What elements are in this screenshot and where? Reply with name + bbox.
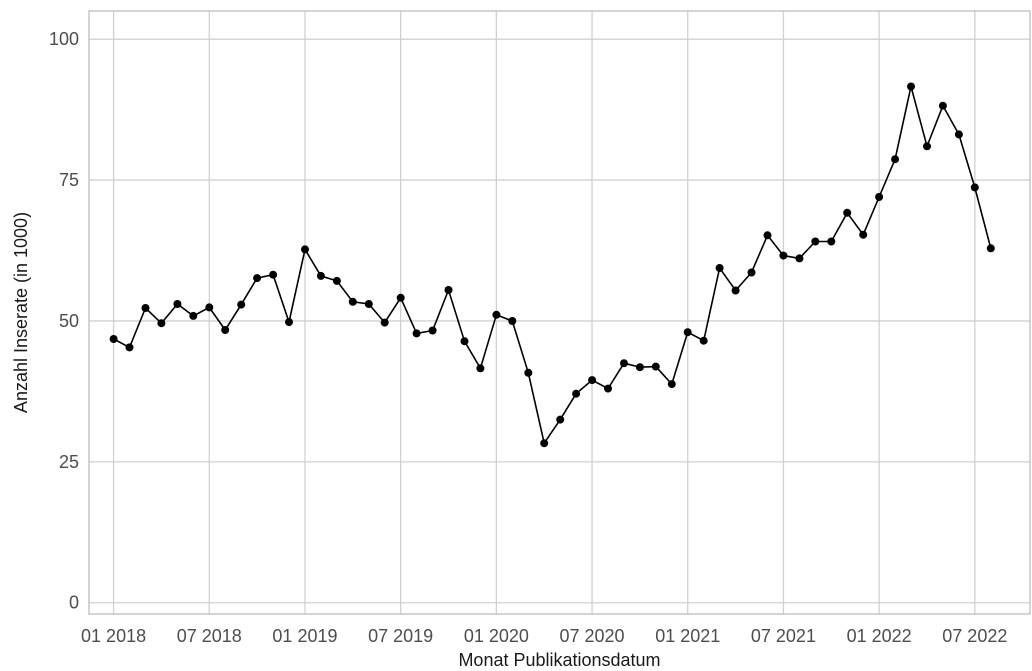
data-point [667, 380, 676, 389]
data-point [332, 276, 341, 285]
y-tick-label: 0 [69, 593, 79, 613]
data-point [731, 286, 740, 295]
x-tick-label: 07 2018 [177, 626, 242, 646]
data-point [524, 368, 533, 377]
data-point [970, 183, 979, 192]
data-point [747, 268, 756, 277]
x-tick-label: 01 2019 [272, 626, 337, 646]
y-tick-label: 50 [59, 311, 79, 331]
data-point [508, 317, 517, 325]
data-point [859, 230, 868, 239]
data-point [540, 439, 549, 448]
data-point [301, 245, 309, 254]
data-point [396, 293, 405, 302]
data-point [907, 82, 915, 91]
data-point [827, 237, 836, 246]
data-point [715, 264, 724, 272]
data-point [699, 336, 708, 345]
y-tick-label: 75 [59, 170, 79, 190]
data-point [588, 376, 597, 385]
data-points [109, 82, 995, 448]
data-point [572, 389, 581, 398]
data-point [556, 415, 565, 424]
plot-panel-border [88, 10, 1031, 615]
data-point [604, 384, 612, 393]
data-point [923, 142, 931, 151]
data-point [620, 359, 628, 368]
data-point [364, 300, 373, 308]
data-point [428, 326, 437, 335]
x-tick-label: 07 2021 [751, 626, 816, 646]
x-axis-tick-labels: 01 2018 07 2018 01 2019 07 2019 01 2020 07 20… [81, 626, 1007, 646]
data-point [316, 271, 325, 280]
x-tick-label: 01 2020 [464, 626, 529, 646]
data-point [285, 318, 293, 327]
data-point [875, 193, 884, 201]
data-point [412, 329, 421, 338]
x-tick-label: 07 2022 [942, 626, 1007, 646]
y-axis-tick-labels: 0 25 50 75 100 [49, 29, 79, 613]
data-point [954, 130, 963, 139]
grid-lines [89, 11, 1030, 614]
data-point [157, 319, 166, 328]
x-tick-label: 07 2020 [560, 626, 625, 646]
data-point [891, 155, 900, 164]
data-point [635, 363, 644, 372]
x-tick-label: 07 2019 [368, 626, 433, 646]
series-line [113, 86, 992, 446]
data-point [269, 270, 278, 279]
data-point [843, 208, 852, 217]
data-point [492, 310, 501, 319]
data-point [683, 328, 692, 337]
data-point [651, 362, 660, 371]
x-tick-label: 01 2018 [81, 626, 146, 646]
data-point [348, 297, 357, 306]
data-point [173, 300, 182, 308]
data-point [125, 343, 134, 352]
data-point [380, 318, 389, 327]
data-point [938, 101, 947, 110]
x-axis-title: Monat Publikationsdatum [458, 650, 660, 670]
data-point [763, 231, 772, 240]
data-point [109, 335, 118, 343]
y-tick-label: 100 [49, 29, 79, 49]
data-point [189, 311, 198, 320]
data-point [779, 251, 788, 260]
data-point [205, 303, 214, 312]
data-point [141, 304, 150, 312]
data-point [253, 274, 262, 283]
data-point [986, 244, 995, 253]
data-point [444, 286, 453, 294]
y-axis-title: Anzahl Inserate (in 1000) [11, 212, 31, 413]
data-point [237, 300, 246, 309]
data-point [795, 254, 804, 263]
data-point [811, 237, 820, 246]
y-tick-label: 25 [59, 452, 79, 472]
data-point [221, 326, 230, 334]
data-point [476, 364, 485, 373]
x-tick-label: 01 2022 [847, 626, 912, 646]
data-point [460, 337, 469, 346]
x-tick-label: 01 2021 [655, 626, 720, 646]
